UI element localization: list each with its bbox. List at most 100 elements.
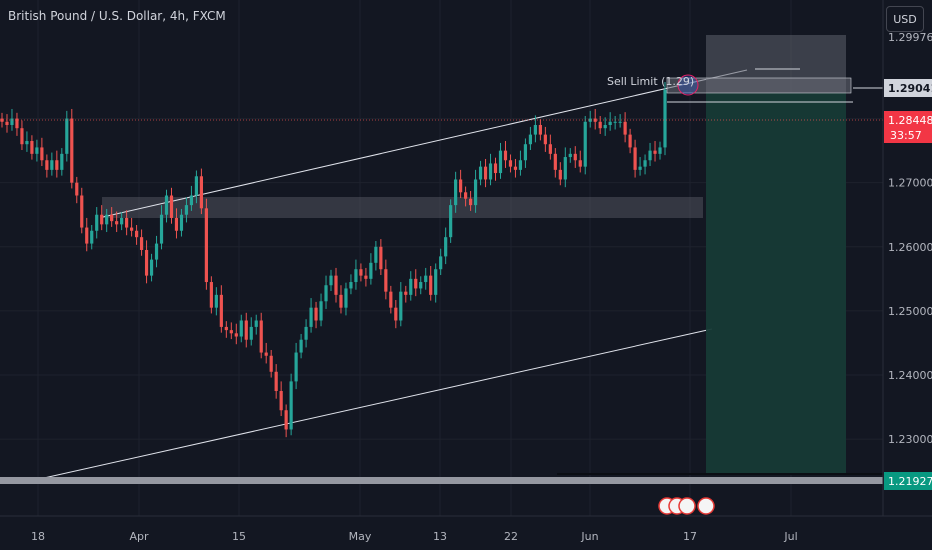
candle [553, 153, 557, 170]
candle [25, 141, 29, 145]
candle [643, 160, 647, 167]
candle [80, 195, 84, 228]
candle [663, 89, 667, 148]
candle [374, 246, 378, 263]
candle [613, 121, 617, 123]
candle [90, 230, 94, 244]
upper-channel-line[interactable] [102, 69, 748, 218]
candle [354, 269, 358, 283]
candle [583, 121, 587, 167]
candle [45, 160, 49, 170]
candle [404, 291, 408, 295]
candle [209, 282, 213, 308]
sell-limit-label: Sell Limit (1.29) [607, 75, 694, 88]
x-tick-label: 13 [433, 530, 447, 543]
candle [359, 269, 363, 276]
candle [653, 150, 657, 154]
candle [115, 221, 119, 225]
candle [40, 147, 44, 161]
grid [0, 0, 883, 516]
candle [568, 153, 572, 158]
candle [603, 124, 607, 129]
candle [164, 195, 169, 215]
candle [229, 330, 233, 334]
price-axis[interactable]: 1.280001.270001.260001.250001.240001.230… [888, 113, 932, 446]
candle [513, 166, 518, 170]
candle [444, 237, 448, 257]
candle [10, 118, 14, 125]
candle [464, 192, 468, 199]
candle [204, 208, 208, 283]
candle [518, 160, 523, 170]
candle [304, 326, 308, 340]
candle [289, 381, 293, 430]
candle [279, 391, 283, 411]
candle [139, 237, 144, 250]
candle [483, 166, 488, 180]
candle [588, 118, 592, 122]
candle [134, 230, 139, 238]
target-price-label: 1.21927 [888, 475, 932, 488]
currency-button[interactable]: USD [886, 6, 924, 32]
event-flag-icon[interactable] [678, 497, 696, 515]
candle [473, 179, 478, 206]
candle [50, 160, 54, 170]
candle [409, 278, 413, 295]
event-flag-icon[interactable] [697, 497, 715, 515]
candle [658, 147, 662, 154]
candle [154, 243, 159, 260]
x-tick-label: 18 [31, 530, 45, 543]
candle [314, 307, 318, 321]
candle [169, 195, 174, 218]
candle [339, 294, 343, 308]
candle [379, 246, 383, 270]
candle [149, 259, 154, 276]
candle [528, 134, 533, 145]
take-profit-zone[interactable] [706, 93, 846, 475]
x-tick-label: Apr [129, 530, 149, 543]
candle [130, 227, 134, 231]
candle [85, 227, 89, 244]
candle [334, 275, 338, 295]
candle [294, 352, 298, 382]
candle [429, 275, 433, 295]
candle [254, 320, 258, 327]
target-price-tag [884, 472, 932, 490]
x-tick-label: 15 [232, 530, 246, 543]
candle [369, 262, 373, 279]
candle [35, 147, 39, 154]
economic-events[interactable] [658, 497, 715, 515]
symbol-title[interactable]: British Pound / U.S. Dollar, 4h, FXCM [8, 9, 226, 23]
x-tick-label: May [349, 530, 372, 543]
candle [274, 371, 278, 392]
candle [249, 326, 253, 340]
x-tick-label: 17 [683, 530, 697, 543]
lower-channel-line[interactable] [34, 328, 713, 481]
x-tick-label: Jul [783, 530, 797, 543]
resistance-zone [102, 197, 703, 218]
candle [224, 326, 228, 331]
sell-limit-box[interactable] [666, 77, 852, 94]
candle [110, 214, 114, 222]
candle [214, 294, 218, 308]
time-axis[interactable]: 18 Apr 15 May 13 22 Jun 17 Jul [31, 530, 798, 543]
x-tick-label: 22 [504, 530, 518, 543]
candle [324, 285, 328, 302]
candle [538, 124, 542, 135]
candle [424, 275, 428, 283]
candle [399, 291, 403, 321]
candle [299, 339, 303, 353]
y-tick-label: 1.27000 [888, 177, 932, 190]
y-tick-label: 1.24000 [888, 369, 932, 382]
sell-limit-marker-icon[interactable] [677, 74, 699, 96]
candle [349, 282, 353, 289]
candle [125, 217, 129, 228]
candle [628, 134, 632, 148]
candle [508, 160, 513, 167]
candle [414, 278, 418, 289]
candle [648, 150, 652, 161]
candle [174, 217, 179, 231]
candle [563, 157, 567, 180]
